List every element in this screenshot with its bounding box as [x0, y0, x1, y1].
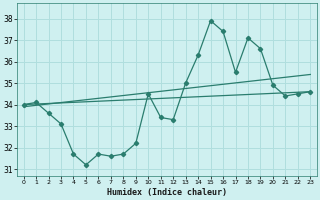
X-axis label: Humidex (Indice chaleur): Humidex (Indice chaleur): [107, 188, 227, 197]
